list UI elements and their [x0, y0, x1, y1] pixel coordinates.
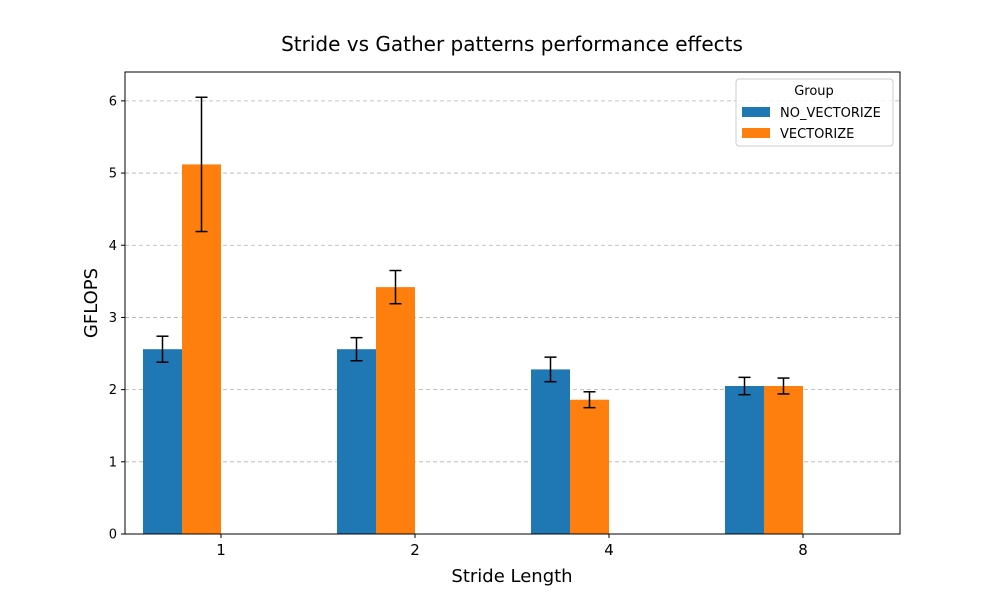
bar-no-vectorize-1: [143, 349, 182, 534]
y-tick-label: 2: [109, 383, 117, 398]
legend-label-no-vectorize: NO_VECTORIZE: [780, 106, 881, 121]
y-tick-label: 0: [109, 528, 117, 543]
y-tick-label: 5: [109, 167, 117, 182]
x-tick-label: 8: [798, 541, 808, 559]
error-bars: [156, 96, 790, 409]
axis-ticks: 0 1 2 3 4 5 6 1 2 4 8: [109, 94, 808, 559]
plot-frame: [124, 71, 901, 535]
bar-no-vectorize-2: [337, 349, 376, 534]
x-tick-label: 1: [216, 541, 226, 559]
y-tick-label: 1: [109, 455, 117, 470]
legend-box: [735, 78, 894, 147]
bar-vectorize-4: [570, 399, 609, 534]
bar-vectorize-8: [764, 386, 803, 534]
bar-no-vectorize-4: [531, 369, 570, 534]
legend-title: Group: [794, 84, 834, 99]
y-axis-label: GFLOPS: [81, 268, 102, 338]
bar-no-vectorize-8: [725, 386, 764, 534]
y-tick-label: 4: [109, 239, 117, 254]
y-tick-label: 6: [109, 94, 117, 109]
legend-swatch-no-vectorize: [742, 107, 770, 117]
x-tick-label: 4: [604, 541, 614, 559]
legend: Group NO_VECTORIZE VECTORIZE: [735, 78, 894, 147]
legend-swatch-vectorize: [742, 128, 770, 138]
bar-vectorize-2: [376, 287, 415, 534]
chart-title: Stride vs Gather patterns performance ef…: [281, 32, 743, 56]
x-tick-label: 2: [410, 541, 420, 559]
y-tick-label: 3: [109, 311, 117, 326]
legend-label-vectorize: VECTORIZE: [780, 127, 854, 142]
bars: [143, 164, 803, 534]
legend-items: NO_VECTORIZE VECTORIZE: [742, 106, 881, 142]
x-axis-label: Stride Length: [451, 566, 572, 587]
